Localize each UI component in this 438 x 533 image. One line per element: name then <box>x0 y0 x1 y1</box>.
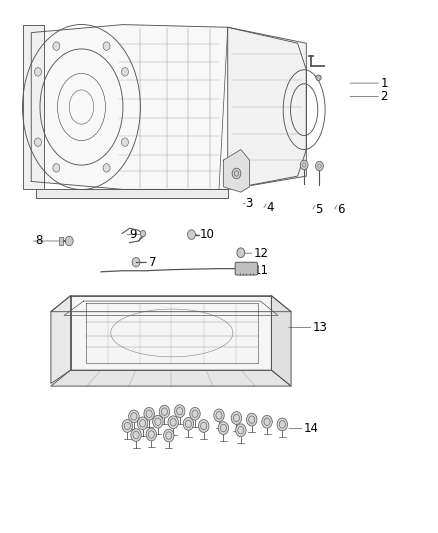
Text: 6: 6 <box>337 203 344 215</box>
Circle shape <box>144 407 154 420</box>
Text: 8: 8 <box>35 235 43 247</box>
Polygon shape <box>71 296 272 370</box>
Circle shape <box>231 411 242 424</box>
Circle shape <box>138 417 148 430</box>
Circle shape <box>103 164 110 172</box>
Circle shape <box>159 405 170 418</box>
Circle shape <box>53 42 60 51</box>
Circle shape <box>141 230 146 237</box>
Circle shape <box>187 230 195 239</box>
Ellipse shape <box>316 75 321 80</box>
Bar <box>59 237 63 245</box>
Circle shape <box>103 42 110 51</box>
Text: 2: 2 <box>381 90 388 103</box>
Circle shape <box>122 419 133 432</box>
Circle shape <box>65 236 73 246</box>
Text: 12: 12 <box>254 247 269 260</box>
Circle shape <box>214 409 224 422</box>
Circle shape <box>198 419 209 432</box>
Circle shape <box>35 138 42 147</box>
Polygon shape <box>272 296 291 386</box>
Circle shape <box>300 160 308 169</box>
Text: 13: 13 <box>313 321 328 334</box>
Circle shape <box>146 428 156 441</box>
Polygon shape <box>31 25 306 189</box>
Circle shape <box>152 415 163 428</box>
Text: 11: 11 <box>254 264 269 277</box>
Circle shape <box>168 416 178 429</box>
Text: 10: 10 <box>199 228 214 241</box>
Polygon shape <box>228 27 306 189</box>
Circle shape <box>131 429 141 441</box>
Polygon shape <box>223 150 250 192</box>
Text: 5: 5 <box>315 203 322 215</box>
Circle shape <box>247 413 257 426</box>
FancyBboxPatch shape <box>235 262 258 275</box>
Circle shape <box>315 161 323 171</box>
Circle shape <box>121 138 128 147</box>
Text: 9: 9 <box>130 228 137 241</box>
Circle shape <box>237 248 245 257</box>
Text: 1: 1 <box>381 77 388 90</box>
Circle shape <box>121 68 128 76</box>
Bar <box>22 25 44 189</box>
Text: 4: 4 <box>266 201 274 214</box>
Circle shape <box>277 418 288 431</box>
Circle shape <box>174 405 185 417</box>
Polygon shape <box>51 296 291 312</box>
Circle shape <box>129 410 139 423</box>
Polygon shape <box>51 296 71 383</box>
Circle shape <box>163 429 174 442</box>
Circle shape <box>53 164 60 172</box>
Circle shape <box>262 415 272 428</box>
Circle shape <box>132 257 140 267</box>
Text: 14: 14 <box>304 422 319 435</box>
Text: 3: 3 <box>245 197 253 211</box>
Polygon shape <box>51 370 291 386</box>
Circle shape <box>190 407 200 420</box>
Circle shape <box>183 417 194 430</box>
Text: 7: 7 <box>149 256 157 269</box>
Circle shape <box>35 68 42 76</box>
Circle shape <box>232 168 241 179</box>
Circle shape <box>218 422 229 434</box>
Polygon shape <box>35 189 228 198</box>
Circle shape <box>236 424 246 437</box>
